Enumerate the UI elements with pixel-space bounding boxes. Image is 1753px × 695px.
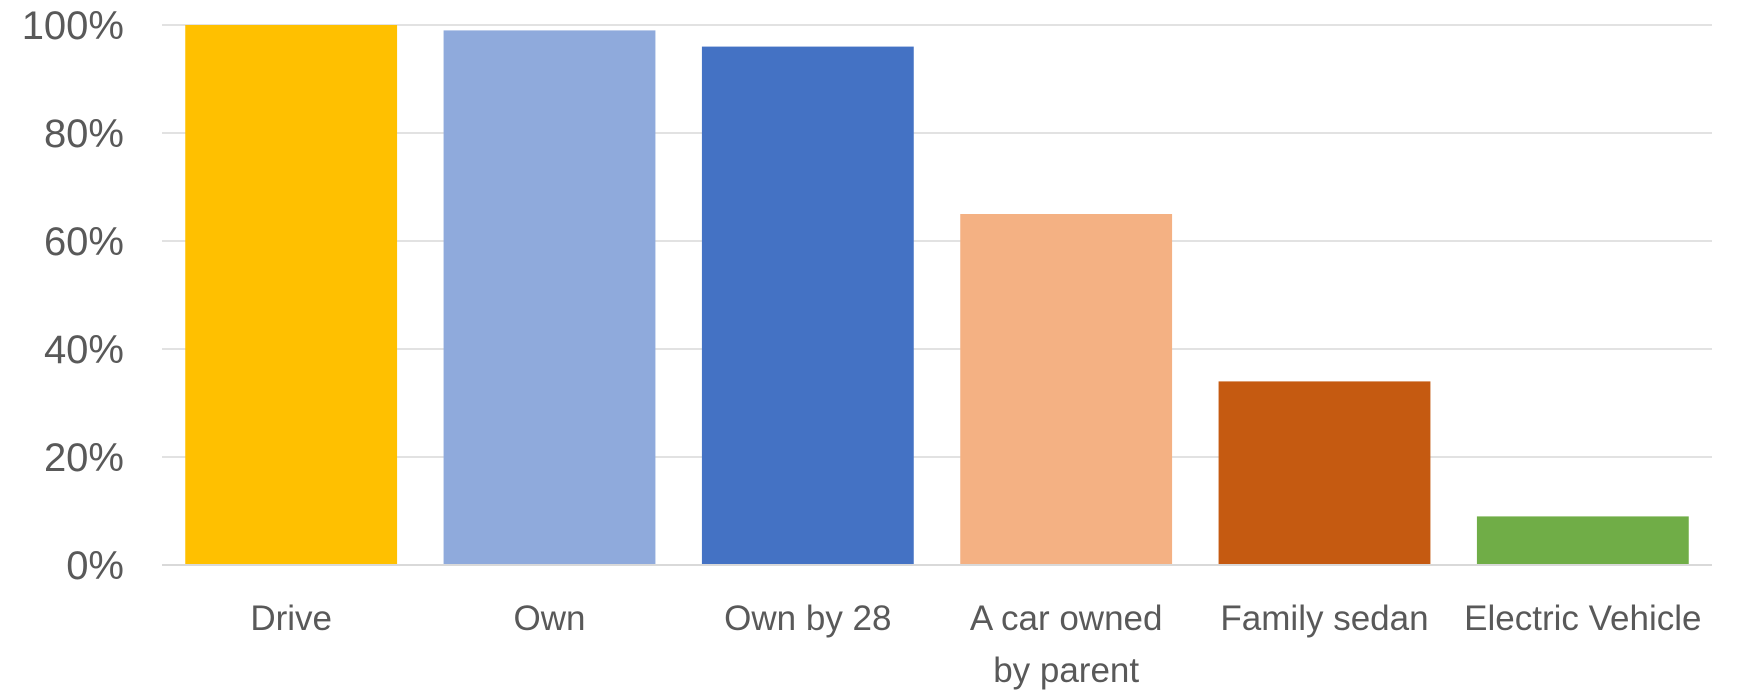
x-category-label-line: Electric Vehicle — [1464, 599, 1701, 638]
x-category-label-line: Own — [514, 599, 586, 638]
x-category-label-line: Family sedan — [1220, 599, 1428, 638]
y-tick-label: 80% — [44, 112, 124, 156]
x-category-label: Electric Vehicle — [1464, 599, 1701, 638]
gridlines — [162, 24, 1712, 458]
y-tick-label: 20% — [44, 436, 124, 480]
x-axis-category-labels: Drive Own Own by 28 A car owned by parent Fam… — [250, 599, 1701, 690]
y-tick-label: 60% — [44, 220, 124, 264]
x-category-label: Own by 28 — [724, 599, 891, 638]
x-category-label-line: by parent — [993, 651, 1139, 690]
y-tick-label: 0% — [66, 544, 124, 588]
x-category-label: A car owned by parent — [970, 599, 1163, 690]
bar — [1218, 381, 1431, 565]
x-category-label-line: Own by 28 — [724, 599, 891, 638]
y-tick-label: 40% — [44, 328, 124, 372]
bar — [1476, 516, 1689, 565]
bar — [185, 25, 398, 565]
y-tick-label: 100% — [22, 4, 124, 48]
bars — [185, 25, 1689, 566]
bar — [701, 46, 914, 566]
x-category-label: Family sedan — [1220, 599, 1428, 638]
x-category-label: Own — [514, 599, 586, 638]
y-axis-tick-labels: 0% 20% 40% 60% 80% 100% — [22, 4, 124, 588]
bar — [960, 214, 1173, 565]
x-category-label-line: Drive — [250, 599, 332, 638]
x-category-label-line: A car owned — [970, 599, 1163, 638]
bar — [443, 30, 656, 565]
x-category-label: Drive — [250, 599, 332, 638]
